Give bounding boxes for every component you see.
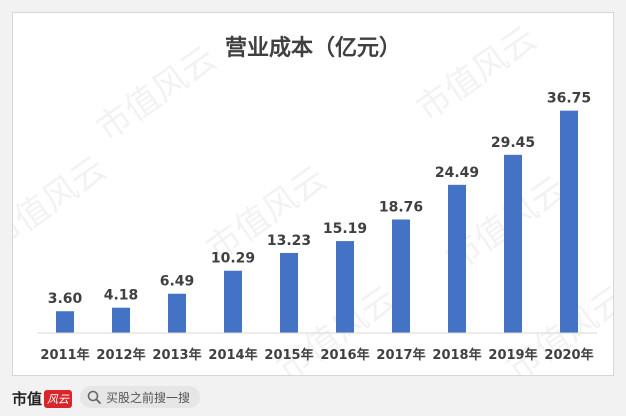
brand-logo: 市值 风云 — [12, 388, 73, 409]
bars-group: 3.60 2011年 4.18 2012年 6.49 2013年 10.29 2014年 13.… — [40, 91, 593, 363]
bar — [392, 219, 410, 333]
x-tick-label: 2016年 — [320, 347, 369, 363]
bar — [224, 270, 242, 333]
bar-value-label: 13.23 — [267, 233, 311, 249]
bar-value-label: 3.60 — [48, 291, 83, 307]
x-tick-label: 2012年 — [96, 347, 145, 363]
bar — [168, 293, 186, 333]
x-tick-label: 2017年 — [376, 347, 425, 363]
bar-value-label: 4.18 — [104, 288, 139, 304]
bar — [336, 241, 354, 333]
bar-value-label: 29.45 — [491, 135, 535, 151]
bar — [112, 307, 130, 333]
x-tick-label: 2011年 — [40, 347, 89, 363]
x-tick-label: 2013年 — [152, 347, 201, 363]
footer-bar: 市值 风云 买股之前搜一搜 — [0, 380, 626, 416]
bar — [56, 311, 74, 333]
search-text: 买股之前搜一搜 — [106, 390, 191, 405]
bar-value-label: 15.19 — [323, 221, 367, 237]
bar-value-label: 18.76 — [379, 200, 423, 216]
watermark-text: 市值风云 — [13, 149, 114, 260]
x-tick-label: 2015年 — [264, 347, 313, 363]
x-tick-label: 2020年 — [544, 347, 593, 363]
bar — [280, 252, 298, 333]
bar — [504, 154, 522, 333]
brand-logo-badge: 风云 — [44, 389, 73, 408]
x-tick-label: 2018年 — [432, 347, 481, 363]
bar-value-label: 24.49 — [435, 165, 479, 181]
x-tick-label: 2019年 — [488, 347, 537, 363]
bar-value-label: 6.49 — [160, 274, 195, 290]
bar — [448, 184, 466, 333]
bar-chart: 市值风云市值风云市值风云市值风云市值风云市值风云市值风云 营业成本（亿元） 3.… — [13, 19, 613, 375]
search-icon — [87, 390, 101, 404]
x-tick-label: 2014年 — [208, 347, 257, 363]
watermark-text: 市值风云 — [90, 39, 224, 150]
search-bar[interactable]: 买股之前搜一搜 — [80, 386, 201, 408]
brand-name: 市值 — [12, 390, 43, 408]
bar — [560, 110, 578, 333]
watermark-text: 市值风云 — [410, 19, 544, 130]
bar-value-label: 36.75 — [547, 91, 591, 107]
chart-card: 市值风云市值风云市值风云市值风云市值风云市值风云市值风云 营业成本（亿元） 3.… — [12, 12, 614, 376]
bar-value-label: 10.29 — [211, 251, 255, 267]
chart-title: 营业成本（亿元） — [225, 36, 401, 61]
watermark-layer: 市值风云市值风云市值风云市值风云市值风云市值风云市值风云 — [13, 19, 613, 375]
